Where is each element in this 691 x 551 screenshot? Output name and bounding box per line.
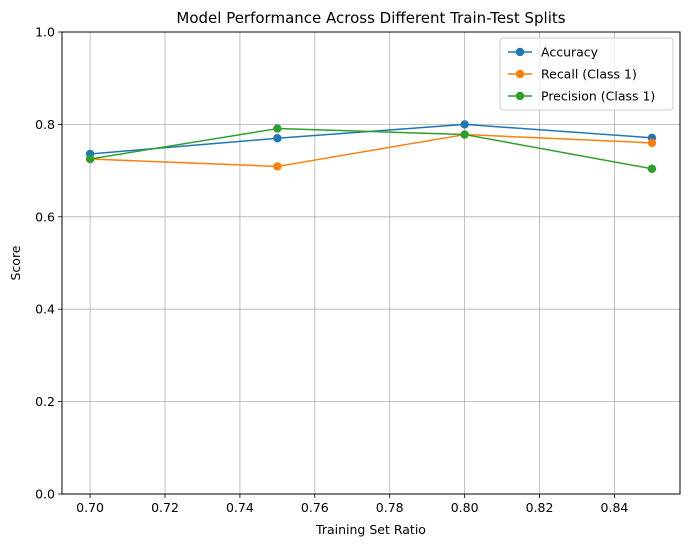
data-point (460, 130, 469, 139)
x-axis-ticks: 0.70 0.72 0.74 0.76 0.78 0.80 0.82 0.84 (76, 494, 628, 515)
x-tick-label: 0.76 (301, 500, 329, 515)
data-point (460, 120, 469, 129)
y-axis-ticks: 0.0 0.2 0.4 0.6 0.8 1.0 (35, 25, 62, 502)
y-axis-label: Score (8, 245, 23, 280)
data-point (647, 164, 657, 173)
data-point (85, 154, 95, 164)
series-3 (85, 124, 657, 173)
legend-item-1: Accuracy (508, 45, 599, 60)
legend-marker (515, 91, 525, 101)
plot-frame (61, 31, 681, 495)
legend-marker (515, 69, 525, 79)
series-line (89, 127, 653, 170)
y-tick-label: 0.8 (35, 117, 55, 132)
legend-items: Accuracy Recall (Class 1) Precision (Class… (508, 45, 655, 104)
legend-label: Accuracy (541, 45, 599, 60)
data-point (273, 134, 282, 143)
legend-label: Precision (Class 1) (541, 89, 655, 104)
legend-box (499, 37, 674, 111)
series-lines (85, 120, 657, 173)
data-point (647, 138, 657, 148)
y-tick-label: 0.6 (35, 209, 55, 224)
legend: Accuracy Recall (Class 1) Precision (Class… (499, 37, 674, 111)
x-tick-label: 0.80 (451, 500, 479, 515)
y-tick-label: 0.2 (35, 394, 55, 409)
y-tick-label: 0.4 (35, 302, 55, 317)
x-tick-label: 0.78 (376, 500, 404, 515)
x-tick-label: 0.74 (226, 500, 254, 515)
legend-item-2: Recall (Class 1) (508, 67, 637, 82)
x-tick-label: 0.82 (526, 500, 554, 515)
legend-item-3: Precision (Class 1) (508, 89, 655, 104)
data-point (273, 124, 282, 133)
y-tick-label: 1.0 (35, 25, 55, 40)
x-tick-label: 0.72 (151, 500, 179, 515)
chart-title: Model Performance Across Different Train… (176, 9, 565, 27)
x-tick-label: 0.70 (76, 500, 104, 515)
x-tick-label: 0.84 (601, 500, 629, 515)
series-line (90, 133, 652, 168)
legend-label: Recall (Class 1) (541, 67, 637, 82)
y-tick-label: 0.0 (35, 487, 55, 502)
x-axis-label: Training Set Ratio (315, 522, 426, 537)
legend-marker (515, 47, 525, 57)
data-point (273, 162, 282, 171)
